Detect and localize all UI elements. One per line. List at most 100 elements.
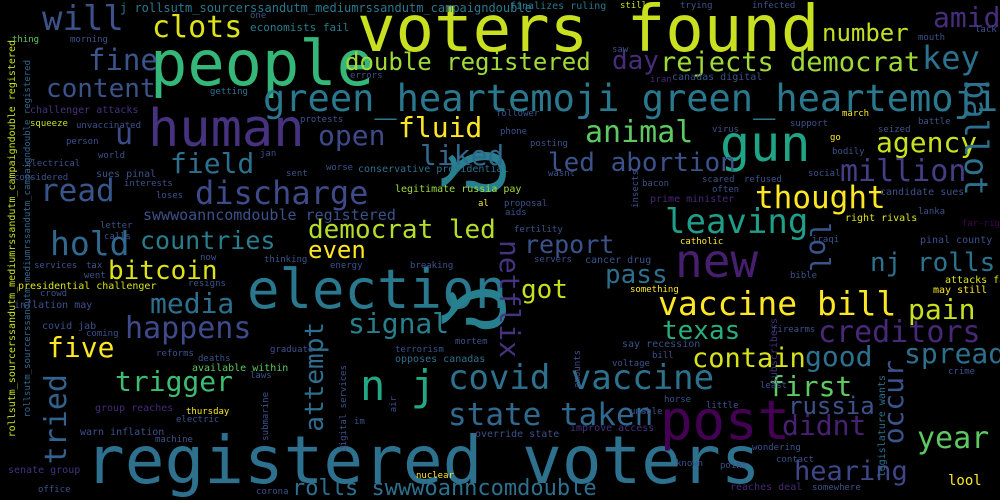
word-support: support	[790, 119, 828, 129]
word-five: five	[47, 331, 115, 364]
word-least: least	[760, 381, 788, 391]
word-bill: bill	[652, 351, 674, 361]
word-may-still: may still	[933, 285, 988, 296]
word-improve-access: improve access	[570, 423, 655, 434]
word-contact: contact	[776, 455, 814, 465]
word-phone: phone	[500, 127, 528, 137]
word-prime-minister: prime minister	[650, 194, 735, 205]
word-rollsutm-left: rollsutm_sourcerssandutm_mediumrssandutm…	[7, 40, 18, 438]
word-challenger-attacks: challenger attacks	[30, 105, 139, 116]
word-tried: tried	[39, 374, 74, 465]
word-deaths: deaths	[198, 354, 231, 364]
word-happens: happens	[125, 311, 252, 346]
word-person: person	[66, 137, 99, 147]
word-good: good	[805, 340, 873, 373]
word-available-within: available within	[192, 363, 289, 374]
word-errors: errors	[350, 71, 383, 81]
word-cancer-drug: cancer drug	[585, 255, 652, 266]
word-iraqi: iraqi	[812, 235, 840, 245]
word-canadas-digital: canadas digital	[672, 72, 763, 83]
word-still: still	[620, 1, 648, 11]
word-democrat-led: democrat led	[308, 215, 496, 245]
word-agency: agency	[876, 126, 978, 159]
word-got: got	[521, 275, 568, 305]
word-green-hearts: green_heartemoji green_heartemoji	[263, 77, 999, 120]
word-attempt: attempt	[300, 322, 330, 432]
word-legislature-wants: legislature wants	[877, 375, 888, 478]
word-air: air	[389, 396, 399, 413]
word-machine: machine	[155, 435, 193, 445]
word-unable: unable	[630, 407, 663, 417]
word-went: went	[84, 271, 106, 281]
word-letter: letter	[100, 221, 133, 231]
word-nuclear: nuclear	[416, 471, 454, 481]
word-swwwoann-registered: swwwoanncomdouble registered	[143, 206, 396, 224]
word-legitimate-russia: legitimate russia pay	[395, 184, 522, 195]
word-economists-fail: economists fail	[250, 21, 350, 34]
word-fertility: fertility	[514, 225, 563, 235]
word-electric: electric	[176, 415, 220, 425]
word-day: day	[612, 46, 659, 76]
word-say-recession: say recession	[622, 339, 701, 350]
word-candidate-sues: candidate sues	[880, 187, 965, 198]
word-even: even	[308, 236, 366, 264]
word-servers: servers	[534, 255, 572, 265]
word-firearms: firearms	[772, 325, 816, 335]
word-crime: crime	[948, 367, 976, 377]
word-gun: gun	[720, 115, 811, 173]
word-didnt: didnt	[782, 409, 867, 442]
word-wondering: wondering	[752, 443, 801, 453]
word-double-registered: double registered	[345, 48, 591, 76]
word-lol: lol	[803, 222, 836, 273]
word-worse: worse	[326, 163, 354, 173]
word-lanka: lanka	[918, 207, 946, 217]
word-services: services	[34, 261, 78, 271]
word-finalizes-ruling: finalizes ruling	[510, 1, 607, 12]
word-state-taken: state taken	[448, 397, 654, 433]
word-clots: clots	[152, 10, 243, 45]
word-animal: animal	[585, 115, 694, 150]
word-covid-jab: covid jab	[42, 321, 97, 332]
word-creditors: creditors	[818, 315, 981, 350]
word-ballot: ballot	[957, 80, 995, 196]
word-bitcoin: bitcoin	[108, 256, 218, 286]
word-digital-services: digital services	[339, 365, 349, 452]
word-march: march	[842, 109, 870, 119]
word-bible: bible	[790, 271, 818, 281]
word-vaccine-bill: vaccine bill	[658, 284, 897, 323]
word-something: something	[630, 285, 679, 295]
word-thought: thought	[755, 180, 886, 216]
word-field: field	[170, 147, 255, 180]
word-hold: hold	[50, 224, 130, 263]
word-fluid: fluid	[398, 111, 483, 144]
word-number: number	[822, 19, 909, 47]
word-spread: spread	[904, 337, 1000, 370]
word-sent: sent	[286, 169, 308, 179]
word-point: point	[720, 461, 748, 471]
word-inflation-may: inflation may	[14, 300, 93, 311]
word-texas: texas	[662, 316, 741, 346]
word-trigger: trigger	[115, 365, 234, 398]
word-report: report	[524, 230, 615, 259]
word-covid-vaccine: covid vaccine	[448, 358, 715, 398]
word-warn-inflation: warn inflation	[80, 427, 165, 438]
word-signal: signal	[348, 307, 450, 340]
word-protests: protests	[300, 115, 344, 125]
word-unvaccinated: unvaccinated	[76, 121, 142, 131]
word-follower: follower	[496, 109, 540, 119]
word-rolls-swwwoann: rolls swwwoanncomdouble	[292, 476, 597, 500]
word-one: one	[250, 11, 267, 21]
word-right-rivals: right rivals	[845, 213, 918, 224]
word-thinking: thinking	[264, 255, 308, 265]
word-getting: getting	[210, 87, 248, 97]
word-election: election	[247, 258, 508, 321]
word-battle: battle	[918, 117, 951, 127]
word-group-reaches: group reaches	[95, 403, 174, 414]
word-al: al	[478, 199, 489, 209]
word-crowd: crowd	[40, 289, 68, 299]
word-scared: scared	[702, 175, 735, 185]
word-reforms: reforms	[156, 349, 194, 359]
word-post: post	[660, 389, 791, 452]
word-known: known	[676, 459, 704, 469]
word-pass: pass	[605, 260, 668, 290]
